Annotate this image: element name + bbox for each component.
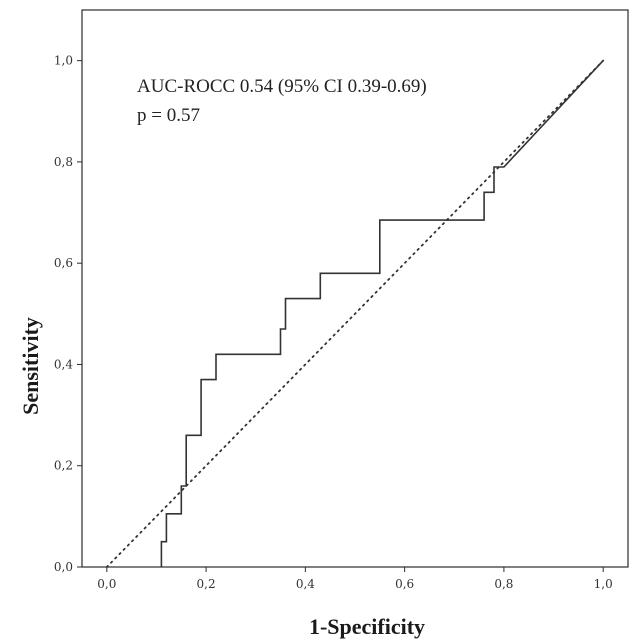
x-tick-label: 0,4 [296, 577, 315, 591]
x-tick-label: 0,8 [494, 577, 513, 591]
x-tick-label: 0,0 [97, 577, 116, 591]
reference-diagonal-line [105, 59, 605, 568]
chart-series [105, 59, 605, 568]
axis-ticks: 0,0 0,2 0,4 0,6 0,8 1,0 0,0 0,2 0,4 0,6 0,8 1,0 [54, 54, 613, 591]
y-tick-label: 0,2 [54, 459, 73, 473]
y-tick-label: 0,6 [54, 256, 73, 270]
y-tick-label: 0,0 [54, 560, 73, 574]
y-tick-label: 0,8 [54, 155, 73, 169]
roc-curve-line [160, 60, 604, 567]
y-tick-label: 1,0 [54, 54, 73, 68]
plot-area-frame [81, 9, 629, 568]
annotation-p-value: p = 0.57 [137, 105, 200, 126]
x-tick-label: 0,2 [197, 577, 216, 591]
x-axis-title: 1-Specificity [309, 614, 425, 639]
x-tick-label: 0,6 [395, 577, 414, 591]
y-axis-title: Sensitivity [18, 317, 43, 415]
annotation-auc: AUC-ROCC 0.54 (95% CI 0.39-0.69) [137, 76, 427, 97]
y-tick-label: 0,4 [54, 357, 73, 371]
x-tick-label: 1,0 [594, 577, 613, 591]
